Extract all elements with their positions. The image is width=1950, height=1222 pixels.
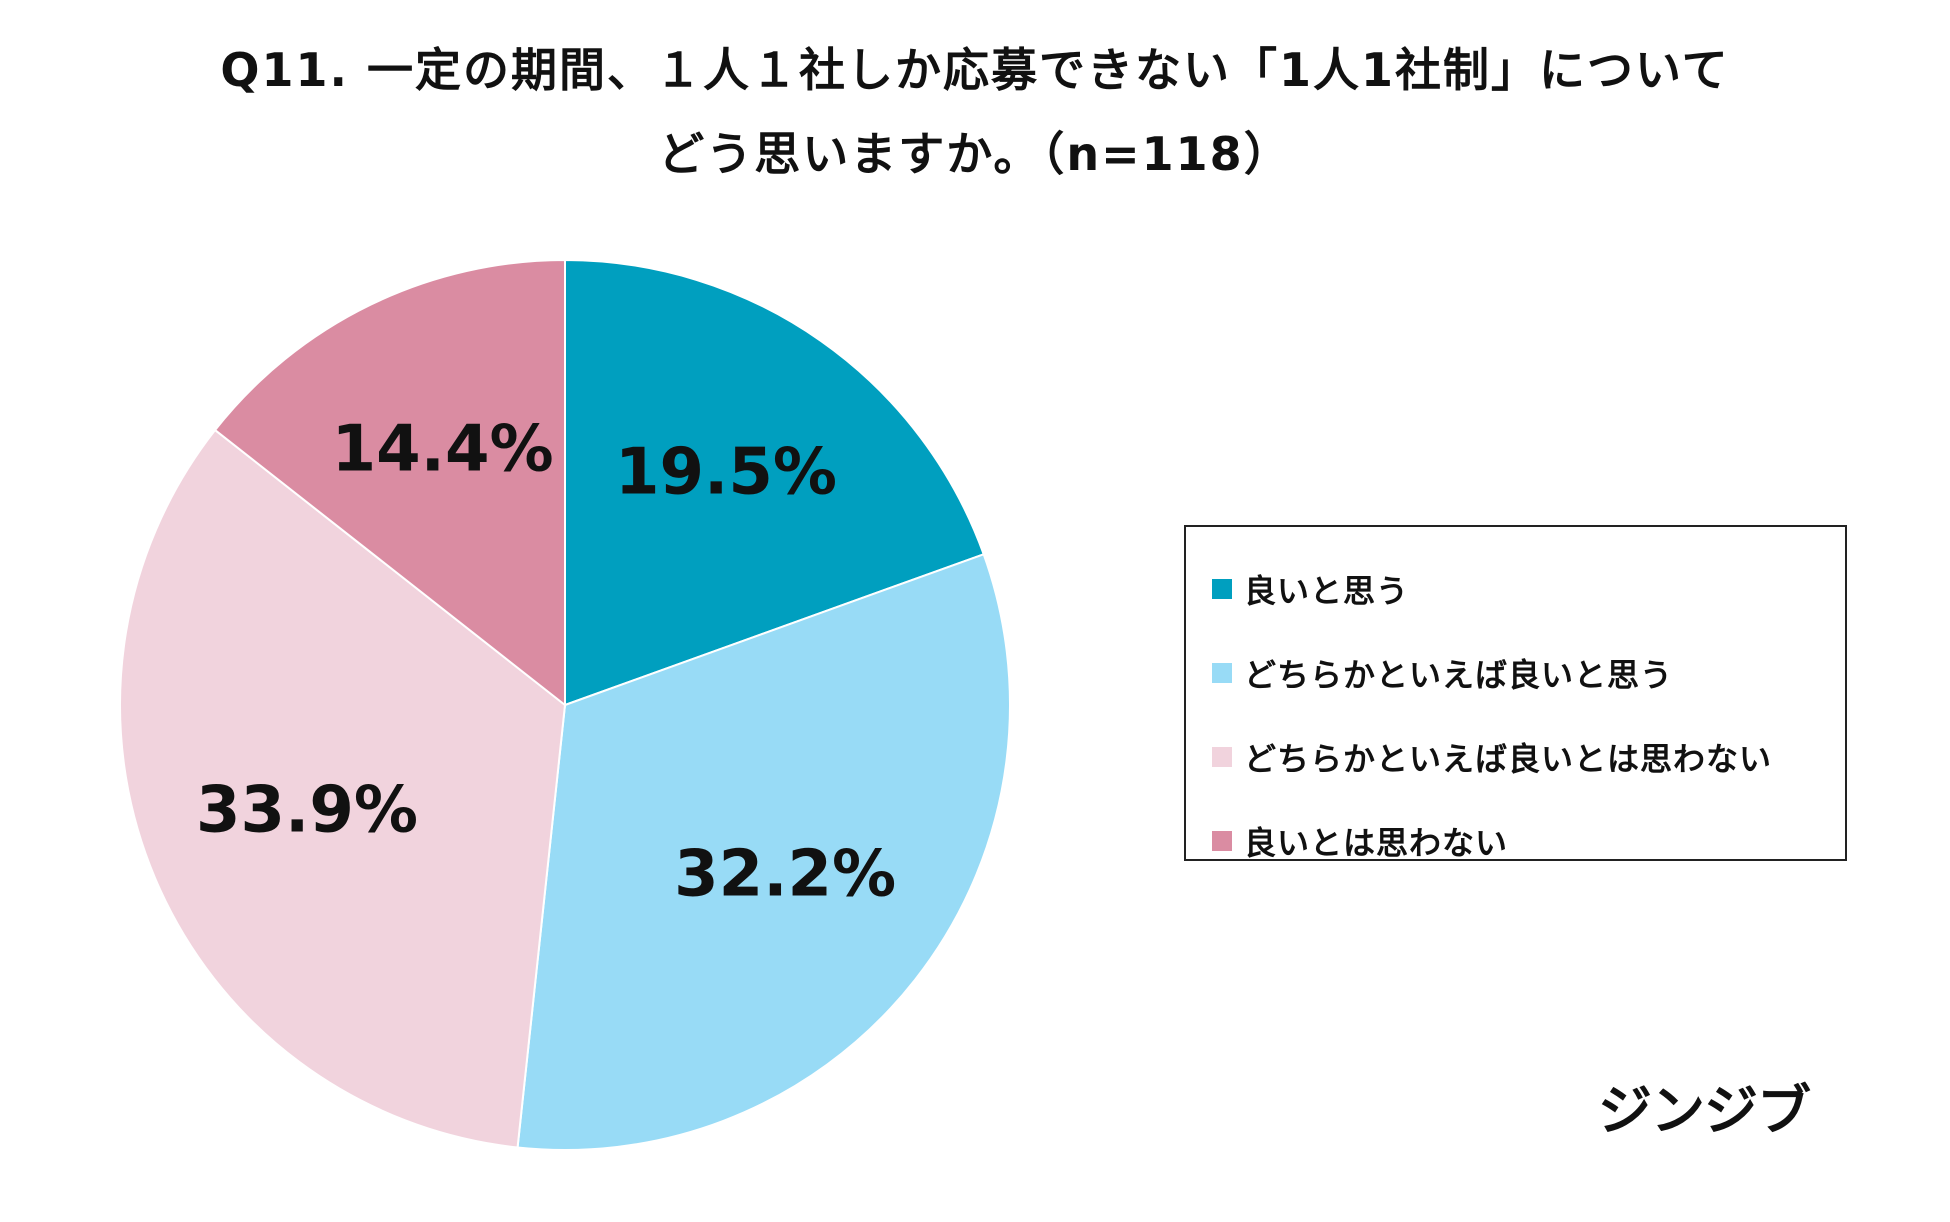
legend-item-not-good: 良いとは思わない bbox=[1212, 811, 1508, 871]
legend-item-rather-not-good: どちらかといえば良いとは思わない bbox=[1212, 727, 1772, 787]
legend: 良いと思う どちらかといえば良いと思う どちらかといえば良いとは思わない 良いと… bbox=[1184, 525, 1847, 862]
pie-label-good: 19.5% bbox=[615, 435, 837, 509]
pie-slice-not-good bbox=[213, 258, 566, 708]
pie-slice-rather-good bbox=[516, 552, 1011, 1151]
legend-label-rather-good: どちらかといえば良いと思う bbox=[1244, 656, 1674, 694]
legend-item-rather-good: どちらかといえば良いと思う bbox=[1212, 643, 1673, 703]
chart-title-line-1: Q11. 一定の期間、１人１社しか応募できない「1人1社制」について bbox=[220, 43, 1730, 97]
legend-label-rather-not-good: どちらかといえば良いとは思わない bbox=[1244, 740, 1773, 778]
legend-swatch-rather-good bbox=[1212, 663, 1232, 683]
legend-label-not-good: 良いとは思わない bbox=[1244, 824, 1509, 862]
pie-slice-good bbox=[564, 258, 985, 707]
pie-label-not-good: 14.4% bbox=[332, 413, 554, 487]
legend-item-good: 良いと思う bbox=[1212, 559, 1409, 619]
chart-title: Q11. 一定の期間、１人１社しか応募できない「1人1社制」について どう思いま… bbox=[0, 28, 1950, 196]
pie-label-rather-not-good: 33.9% bbox=[196, 773, 418, 847]
legend-label-good: 良いと思う bbox=[1244, 572, 1410, 610]
brand-logo: ジンジブ bbox=[1598, 1079, 1811, 1142]
legend-swatch-good bbox=[1212, 579, 1232, 599]
pie-slice-rather-not-good bbox=[119, 428, 567, 1149]
chart-title-line-2: どう思いますか。（n=118） bbox=[658, 127, 1292, 181]
legend-swatch-rather-not-good bbox=[1212, 747, 1232, 767]
pie-label-rather-good: 32.2% bbox=[674, 838, 896, 912]
legend-swatch-not-good bbox=[1212, 831, 1232, 851]
